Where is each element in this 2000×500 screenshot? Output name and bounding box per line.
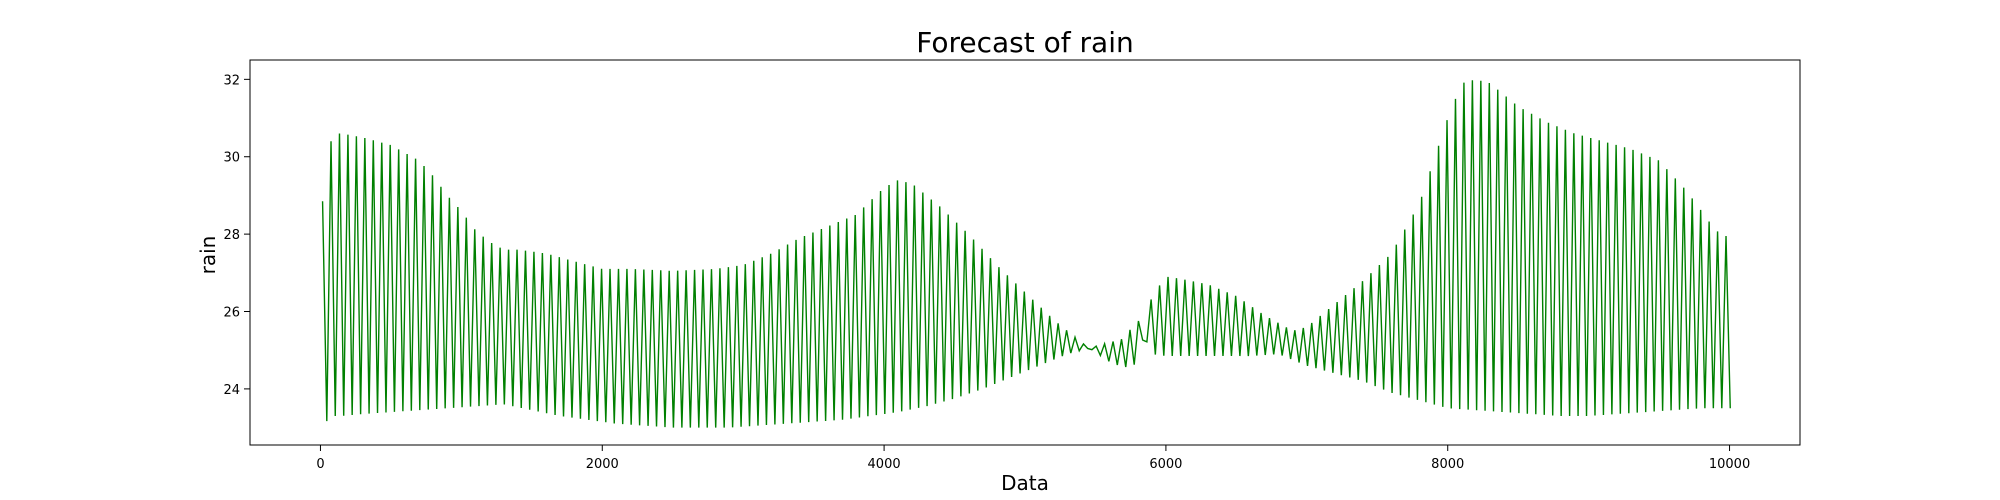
y-tick-label: 24 bbox=[223, 383, 240, 398]
plot-area bbox=[321, 80, 1731, 428]
y-tick-label: 32 bbox=[223, 73, 240, 88]
x-tick-label: 6000 bbox=[1149, 457, 1182, 472]
series-line-0 bbox=[321, 80, 1731, 428]
y-axis-label: rain bbox=[196, 236, 220, 275]
chart-title: Forecast of rain bbox=[916, 26, 1133, 59]
x-axis-label: Data bbox=[1001, 471, 1049, 495]
y-tick-label: 28 bbox=[223, 228, 240, 243]
y-axis-ticks: 24 26 28 30 32 bbox=[223, 73, 250, 398]
y-tick-label: 30 bbox=[223, 151, 240, 166]
x-tick-label: 8000 bbox=[1431, 457, 1464, 472]
plot-frame bbox=[249, 59, 1801, 446]
x-tick-label: 2000 bbox=[586, 457, 619, 472]
x-tick-label: 4000 bbox=[868, 457, 901, 472]
y-tick-label: 26 bbox=[223, 306, 240, 321]
x-tick-label: 10000 bbox=[1709, 457, 1750, 472]
x-axis-ticks: 0 2000 4000 6000 8000 10000 bbox=[316, 445, 1750, 472]
series-group bbox=[321, 80, 1731, 428]
x-tick-label: 0 bbox=[316, 457, 324, 472]
